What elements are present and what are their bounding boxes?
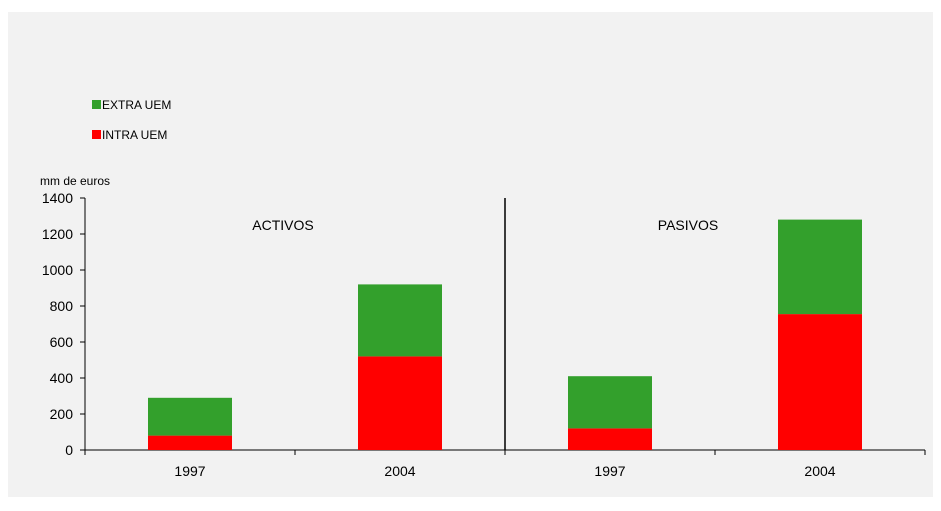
- legend-label-extra-uem: EXTRA UEM: [102, 98, 171, 112]
- y-tick-label: 600: [50, 334, 74, 350]
- y-tick-label: 400: [50, 370, 74, 386]
- bars: [148, 219, 862, 450]
- x-tick-label: 2004: [384, 463, 415, 479]
- y-tick-label: 1400: [42, 190, 73, 206]
- x-tick-labels: 1997 2004 1997 2004: [174, 463, 835, 479]
- x-tick-label: 2004: [804, 463, 835, 479]
- legend-swatch-extra-uem: [92, 100, 101, 109]
- bar-intra-uem: [778, 314, 862, 450]
- bar-intra-uem: [358, 356, 442, 450]
- y-axis-unit-label: mm de euros: [40, 174, 110, 188]
- bar-intra-uem: [568, 428, 652, 450]
- y-tick-label: 0: [65, 442, 73, 458]
- bar-extra-uem: [148, 397, 232, 436]
- y-tick-label: 1000: [42, 262, 73, 278]
- bar-extra-uem: [358, 284, 442, 357]
- section-label-activos: ACTIVOS: [252, 217, 313, 233]
- axes: 0 200 400 600 800 1000 1200 1400: [42, 190, 926, 458]
- y-tick-label: 1200: [42, 226, 73, 242]
- section-label-pasivos: PASIVOS: [658, 217, 718, 233]
- y-tick-label: 800: [50, 298, 74, 314]
- bar-extra-uem: [778, 219, 862, 315]
- bar-intra-uem: [148, 435, 232, 450]
- legend-label-intra-uem: INTRA UEM: [102, 128, 167, 142]
- y-tick-label: 200: [50, 406, 74, 422]
- x-tick-label: 1997: [174, 463, 205, 479]
- x-tick-label: 1997: [594, 463, 625, 479]
- legend: EXTRA UEM INTRA UEM: [92, 98, 171, 142]
- legend-swatch-intra-uem: [92, 130, 101, 139]
- bar-extra-uem: [568, 376, 652, 429]
